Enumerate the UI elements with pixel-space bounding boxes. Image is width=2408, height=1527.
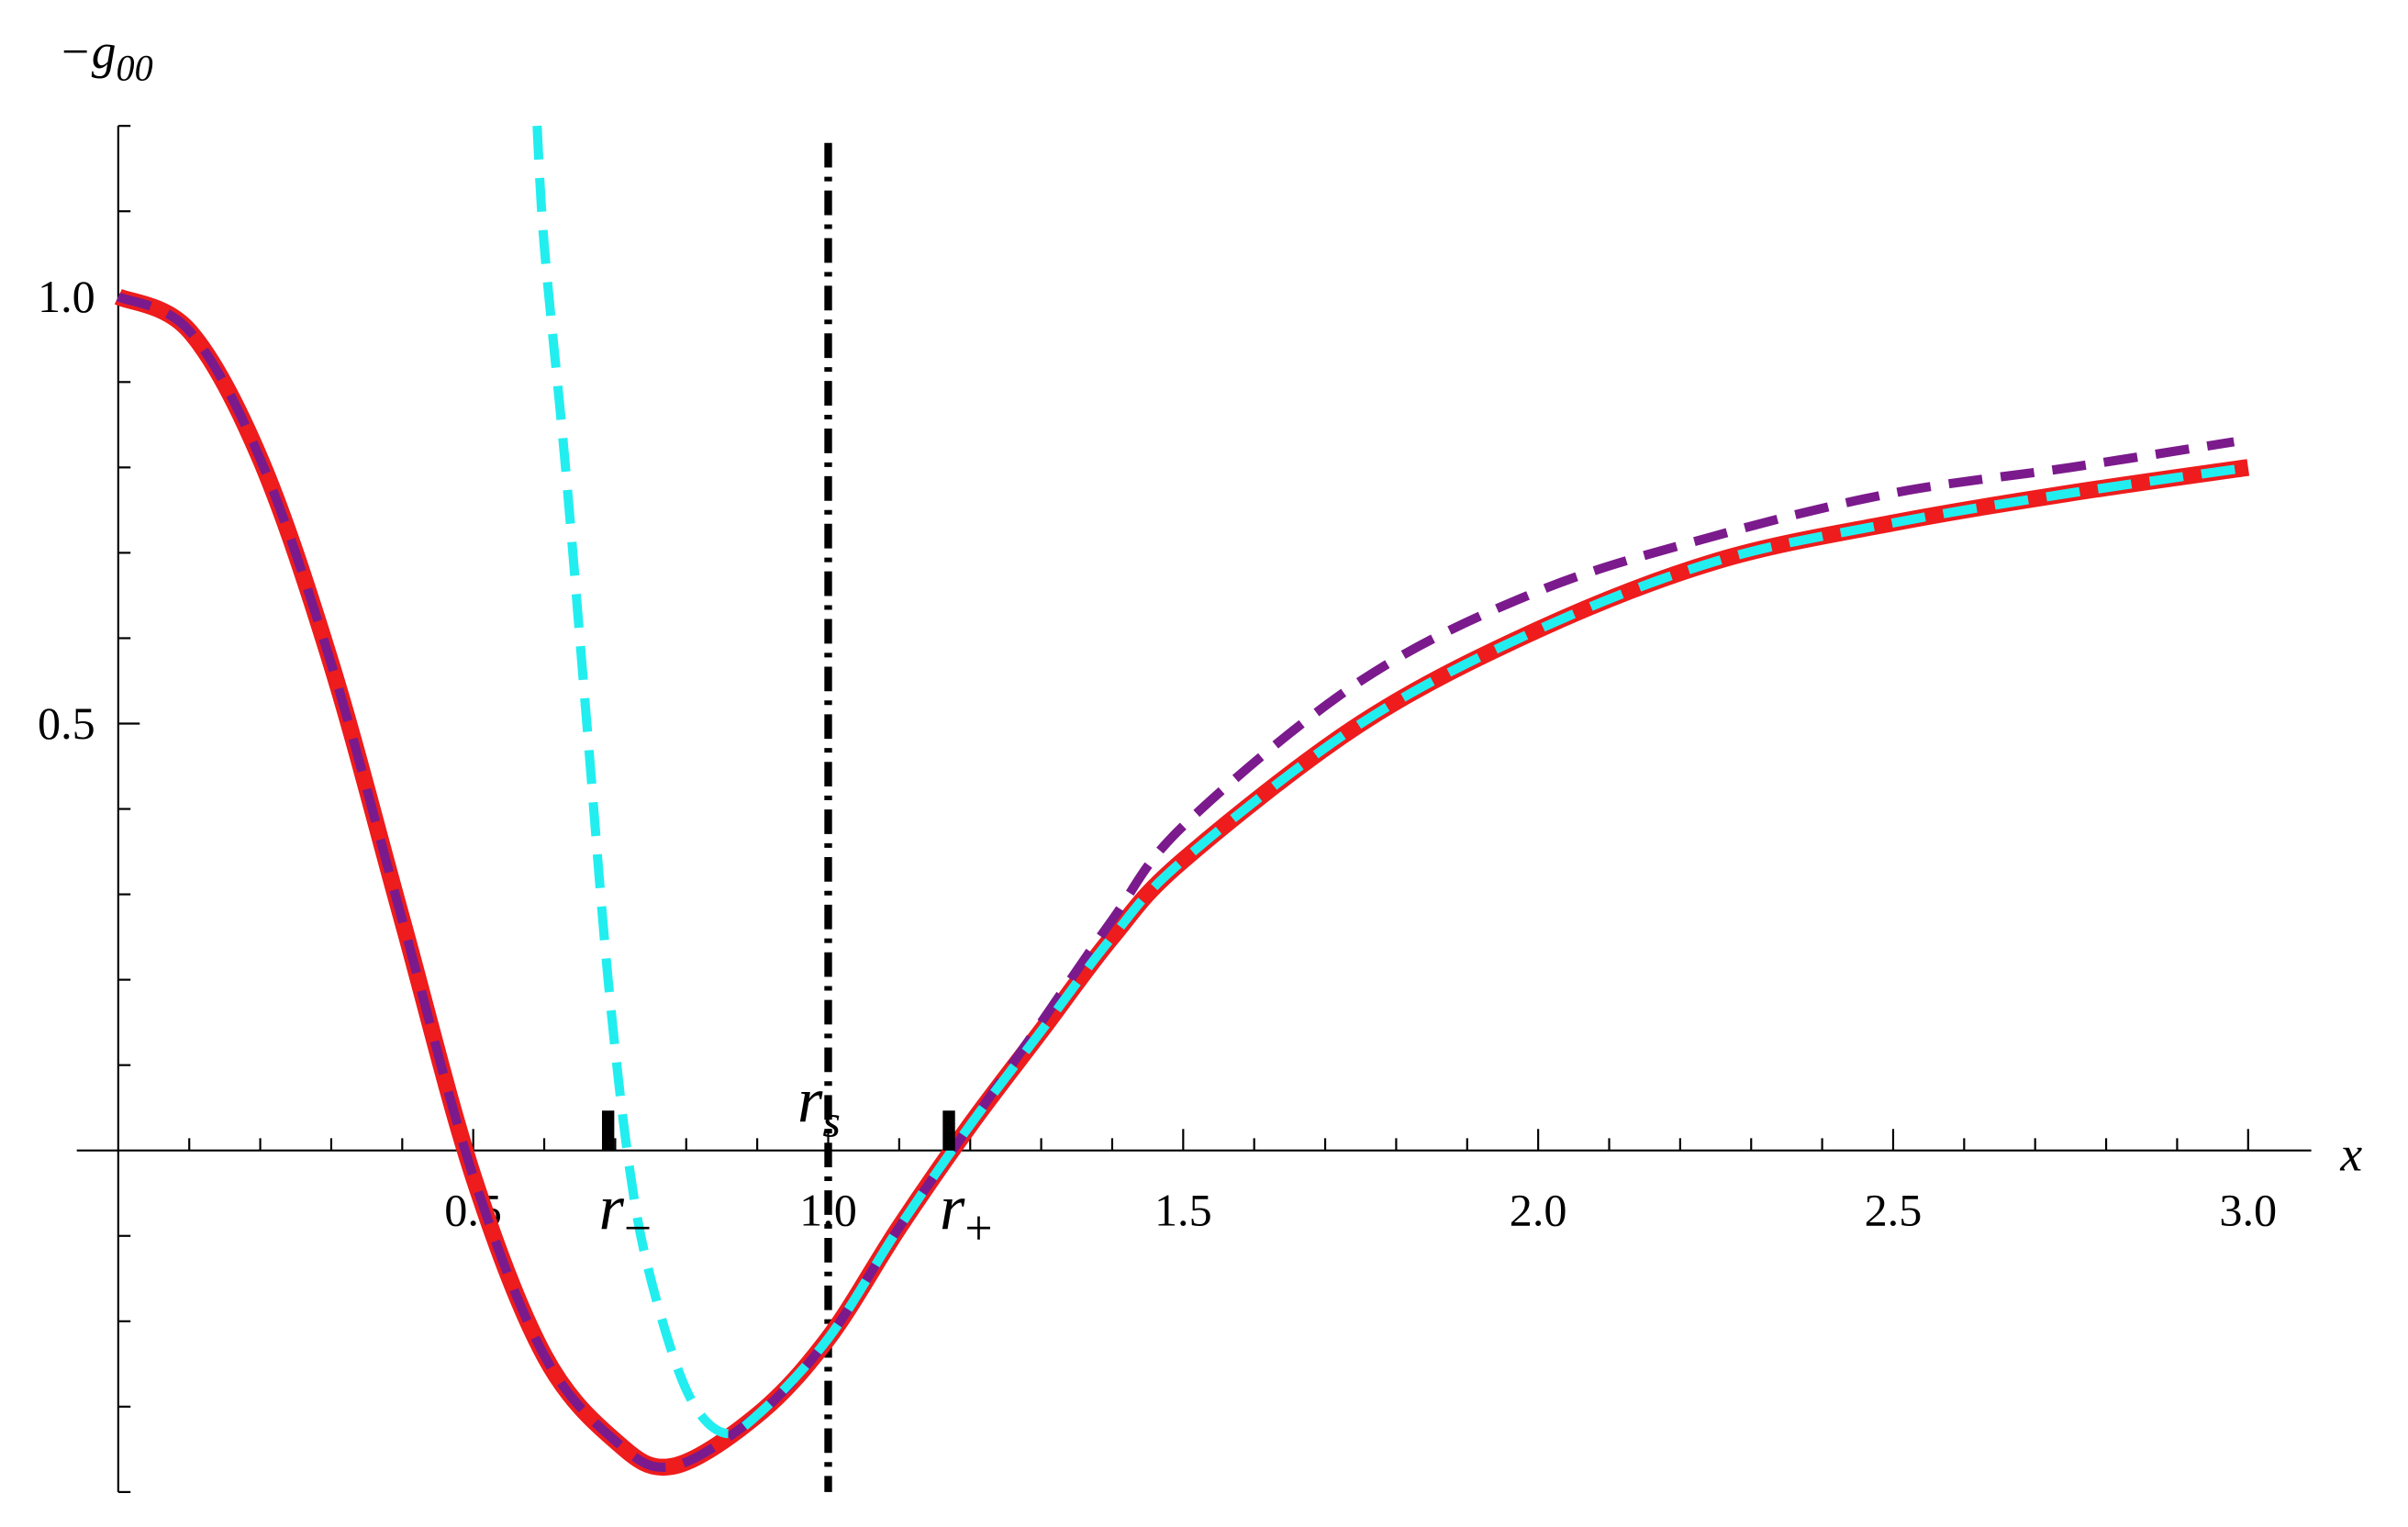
x-tick-label: 1.5 bbox=[1154, 1185, 1212, 1236]
marker-label-sub: + bbox=[964, 1200, 992, 1255]
curve bbox=[116, 292, 2235, 1472]
marker-label: r− bbox=[599, 1172, 652, 1255]
marker-label-sub: − bbox=[624, 1200, 652, 1255]
x-axis-label: x bbox=[2339, 1126, 2362, 1181]
marker-label: r+ bbox=[940, 1172, 993, 1255]
reference-label-main: r bbox=[797, 1064, 823, 1136]
marker-label-main: r bbox=[599, 1172, 625, 1243]
y-axis-label: −g00 bbox=[59, 24, 153, 88]
y-tick-label: 0.5 bbox=[38, 697, 95, 749]
y-axis-label-main: −g bbox=[59, 24, 117, 79]
reference-label-sub: s bbox=[822, 1096, 841, 1147]
x-tick-label: 2.5 bbox=[1865, 1185, 1923, 1236]
x-tick-label: 3.0 bbox=[2219, 1185, 2277, 1236]
y-axis-label-sub: 00 bbox=[117, 47, 153, 88]
curve bbox=[532, 125, 2249, 1439]
x-tick-label: 2.0 bbox=[1510, 1185, 1567, 1236]
y-tick-label: 1.0 bbox=[38, 271, 95, 322]
curve bbox=[114, 288, 2250, 1477]
marker-label-main: r bbox=[940, 1172, 965, 1243]
reference-label: rs bbox=[797, 1064, 841, 1147]
